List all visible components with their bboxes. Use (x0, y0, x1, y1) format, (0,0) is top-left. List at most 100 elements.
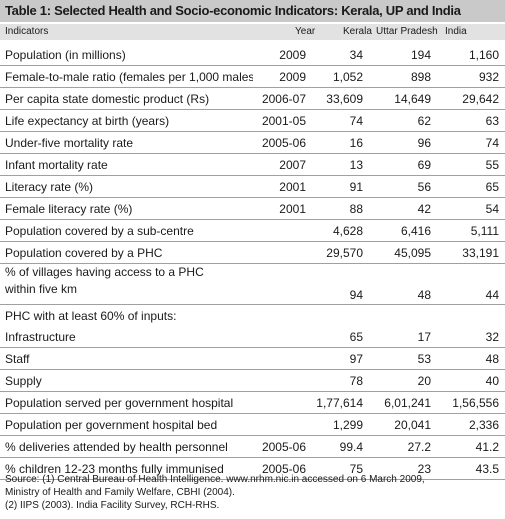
cell-pad (499, 326, 505, 348)
cell-pad (499, 369, 505, 392)
cell-uttar-pradesh: 6,01,241 (363, 391, 431, 414)
cell-india: 43.5 (431, 457, 499, 480)
cell-india: 44 (431, 263, 499, 305)
cell-year: 2009 (253, 44, 306, 66)
cell-india: 2,336 (431, 413, 499, 436)
cell-year (253, 305, 306, 327)
cell-indicator: Life expectancy at birth (years) (0, 109, 253, 132)
cell-year (253, 391, 306, 414)
cell-year: 2001-05 (253, 109, 306, 132)
table-body: Population (in millions) 2009 34 194 1,160 Fe… (0, 44, 505, 480)
source-line: (2) IIPS (2003). India Facility Survey, … (5, 500, 220, 511)
cell-india: 65 (431, 175, 499, 198)
cell-kerala: 1,052 (306, 65, 363, 88)
cell-indicator: Literacy rate (%) (0, 175, 253, 198)
cell-india: 1,160 (431, 44, 499, 66)
table-header: Indicators Year Kerala Uttar Pradesh Ind… (0, 24, 505, 40)
cell-pad (499, 109, 505, 132)
cell-year (253, 241, 306, 264)
cell-kerala: 29,570 (306, 241, 363, 264)
cell-kerala: 1,77,614 (306, 391, 363, 414)
cell-kerala: 78 (306, 369, 363, 392)
cell-year (253, 413, 306, 436)
table-row: Infrastructure 65 17 32 (0, 326, 505, 348)
cell-year: 2006-07 (253, 87, 306, 110)
cell-kerala: 99.4 (306, 435, 363, 458)
cell-pad (499, 65, 505, 88)
table-row: Population covered by a sub-centre 4,628 6… (0, 219, 505, 242)
title-bar: Table 1: Selected Health and Socio-econo… (0, 0, 505, 22)
cell-kerala: 94 (306, 263, 363, 305)
cell-pad (499, 44, 505, 66)
table-row: % children 12-23 months fully immunised 2… (0, 457, 505, 480)
cell-india: 74 (431, 131, 499, 154)
cell-kerala: 1,299 (306, 413, 363, 436)
cell-uttar-pradesh: 62 (363, 109, 431, 132)
table-row: Under-five mortality rate 2005-06 16 96 74 (0, 131, 505, 154)
cell-india: 5,111 (431, 219, 499, 242)
cell-indicator: Per capita state domestic product (Rs) (0, 87, 253, 110)
cell-pad (499, 219, 505, 242)
cell-kerala: 91 (306, 175, 363, 198)
cell-pad (499, 175, 505, 198)
cell-kerala: 33,609 (306, 87, 363, 110)
cell-year: 2005-06 (253, 131, 306, 154)
header-indicators: Indicators (5, 26, 49, 37)
cell-pad (499, 391, 505, 414)
cell-uttar-pradesh: 42 (363, 197, 431, 220)
cell-india: 54 (431, 197, 499, 220)
cell-india (431, 305, 499, 327)
cell-india: 40 (431, 369, 499, 392)
cell-year: 2005-06 (253, 435, 306, 458)
cell-indicator: Population covered by a PHC (0, 241, 253, 264)
source-line: Ministry of Health and Family Welfare, C… (5, 487, 235, 498)
header-india: India (445, 26, 467, 37)
table-row: Staff 97 53 48 (0, 347, 505, 370)
cell-indicator: Infrastructure (0, 326, 253, 348)
cell-year: 2009 (253, 65, 306, 88)
table-row: Female-to-male ratio (females per 1,000 … (0, 65, 505, 88)
cell-india: 932 (431, 65, 499, 88)
cell-pad (499, 131, 505, 154)
cell-uttar-pradesh: 23 (363, 457, 431, 480)
cell-uttar-pradesh: 20,041 (363, 413, 431, 436)
cell-pad (499, 153, 505, 176)
cell-indicator: Population per government hospital bed (0, 413, 253, 436)
table-row: PHC with at least 60% of inputs: (0, 305, 505, 327)
cell-uttar-pradesh: 56 (363, 175, 431, 198)
cell-uttar-pradesh: 20 (363, 369, 431, 392)
cell-pad (499, 435, 505, 458)
cell-uttar-pradesh: 14,649 (363, 87, 431, 110)
cell-pad (499, 305, 505, 327)
table-row: Population (in millions) 2009 34 194 1,160 (0, 44, 505, 66)
cell-pad (499, 263, 505, 305)
cell-pad (499, 197, 505, 220)
cell-year (253, 326, 306, 348)
cell-indicator: % of villages having access to a PHC wit… (0, 263, 253, 305)
cell-india: 63 (431, 109, 499, 132)
header-year: Year (295, 26, 316, 37)
table-row: Population covered by a PHC 29,570 45,095 3… (0, 241, 505, 264)
header-uttar-pradesh: Uttar Pradesh (376, 26, 438, 37)
cell-pad (499, 347, 505, 370)
cell-year: 2001 (253, 197, 306, 220)
cell-india: 41.2 (431, 435, 499, 458)
table-row: Per capita state domestic product (Rs) 20… (0, 87, 505, 110)
cell-uttar-pradesh: 53 (363, 347, 431, 370)
cell-kerala: 74 (306, 109, 363, 132)
cell-india: 29,642 (431, 87, 499, 110)
cell-kerala: 97 (306, 347, 363, 370)
data-table: Population (in millions) 2009 34 194 1,160 Fe… (0, 44, 505, 480)
cell-indicator: Staff (0, 347, 253, 370)
table-row: Population per government hospital bed 1,… (0, 413, 505, 436)
cell-indicator: Infant mortality rate (0, 153, 253, 176)
cell-uttar-pradesh: 898 (363, 65, 431, 88)
cell-indicator: Under-five mortality rate (0, 131, 253, 154)
cell-pad (499, 457, 505, 480)
cell-uttar-pradesh: 17 (363, 326, 431, 348)
cell-uttar-pradesh: 194 (363, 44, 431, 66)
cell-uttar-pradesh: 6,416 (363, 219, 431, 242)
cell-india: 32 (431, 326, 499, 348)
cell-uttar-pradesh: 96 (363, 131, 431, 154)
